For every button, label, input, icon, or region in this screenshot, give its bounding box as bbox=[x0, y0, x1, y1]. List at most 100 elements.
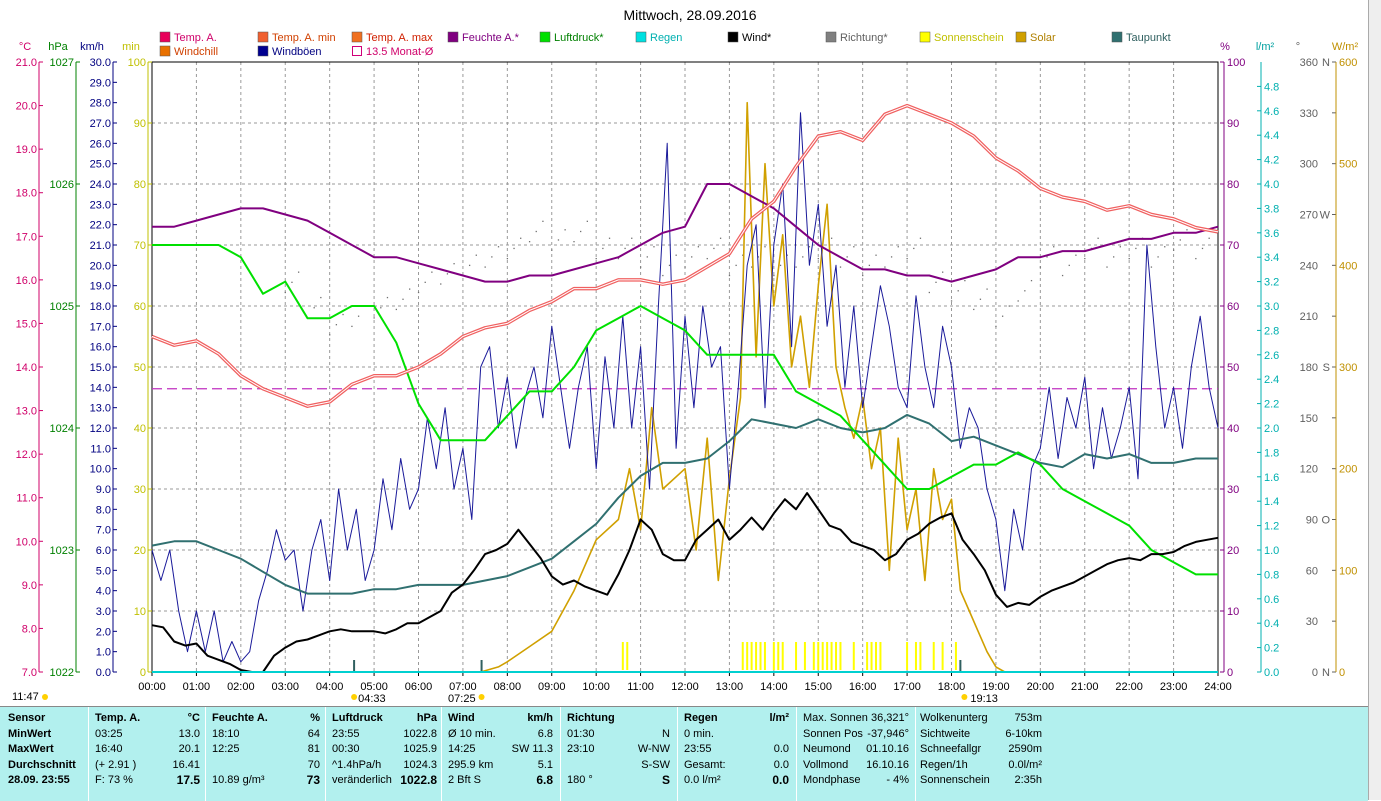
rain-axis-tick-label: 1.4 bbox=[1264, 496, 1279, 508]
direction-axis-tick-label: 240 bbox=[1300, 260, 1318, 272]
legend-swatch bbox=[919, 31, 931, 43]
wind-axis-tick-label: 21.0 bbox=[90, 240, 111, 252]
wind-axis-tick-label: 2.0 bbox=[96, 626, 111, 638]
x-tick-label: 20:00 bbox=[1027, 681, 1055, 693]
direction-point bbox=[580, 230, 582, 233]
direction-point bbox=[497, 246, 500, 248]
legend-label: Solar bbox=[1030, 32, 1056, 44]
direction-point bbox=[1061, 274, 1064, 277]
sunshine-bar bbox=[830, 642, 833, 670]
direction-point bbox=[1195, 257, 1197, 260]
direction-point bbox=[786, 254, 788, 256]
druck-column: Luftdruck hPa 23:55 1022.8 00:30 1025.9 ^1.4hP… bbox=[332, 711, 437, 789]
x-tick-label: 00:00 bbox=[138, 681, 166, 693]
astro1-label: Vollmond bbox=[803, 758, 849, 771]
direction-point bbox=[839, 266, 842, 268]
direction-point bbox=[942, 271, 944, 273]
direction-axis-tick-label: 180 bbox=[1300, 362, 1318, 374]
temperature-line-inner bbox=[151, 105, 1219, 407]
druck-row-label: veränderlich bbox=[332, 774, 392, 786]
legend-label: Temp. A. min bbox=[272, 32, 336, 44]
direction-point bbox=[779, 264, 782, 267]
direction-point bbox=[1157, 256, 1159, 258]
druck-row-value: 1024.3 bbox=[403, 758, 437, 771]
regen-header: Regen l/m² bbox=[684, 711, 789, 727]
temp-row: 03:25 13.0 bbox=[95, 727, 200, 743]
direction-point bbox=[906, 257, 908, 260]
sunshine-bar bbox=[821, 642, 824, 670]
sunshine-bar bbox=[803, 642, 806, 670]
wind-axis-tick-label: 7.0 bbox=[96, 525, 111, 537]
regen-row-label: Gesamt: bbox=[684, 758, 726, 771]
richtung-row-value: S bbox=[661, 773, 670, 787]
direction-point bbox=[409, 288, 411, 290]
direction-point bbox=[1017, 300, 1019, 302]
direction-point bbox=[928, 291, 930, 294]
rain-axis-tick-label: 2.6 bbox=[1264, 350, 1279, 362]
feuchte-row-label: 18:10 bbox=[212, 727, 240, 740]
axis-header-rain: l/m² bbox=[1256, 41, 1275, 53]
rain-axis-tick-label: 0.6 bbox=[1264, 594, 1279, 606]
richtung-row: S-SW bbox=[567, 758, 670, 774]
temp-header: Temp. A. °C bbox=[95, 711, 200, 727]
direction-point bbox=[808, 246, 811, 248]
feuchte-header-label: Feuchte A. bbox=[212, 712, 268, 724]
wind-axis-tick-label: 18.0 bbox=[90, 301, 111, 313]
stats-panel: Sensor MinWert MaxWert Durchschnitt 28.0… bbox=[0, 706, 1368, 801]
x-tick-label: 21:00 bbox=[1071, 681, 1099, 693]
direction-point bbox=[1024, 290, 1026, 292]
sunshine-bar bbox=[919, 642, 922, 670]
x-tick-label: 16:00 bbox=[849, 681, 877, 693]
direction-point bbox=[875, 254, 877, 256]
direction-axis-tick-label: 90 bbox=[1306, 515, 1318, 527]
legend-label: Sonnenschein bbox=[934, 32, 1004, 44]
x-tick-label: 13:00 bbox=[716, 681, 744, 693]
astro2-value: 753m bbox=[1014, 712, 1042, 724]
temp-axis-tick-label: 12.0 bbox=[16, 449, 37, 461]
direction-point bbox=[564, 229, 566, 231]
sunshine-bar bbox=[763, 642, 766, 670]
direction-point bbox=[513, 247, 515, 250]
direction-point bbox=[713, 247, 715, 250]
direction-point bbox=[1208, 237, 1210, 239]
rain-axis-tick-label: 2.8 bbox=[1264, 325, 1279, 337]
moonrise-icon bbox=[351, 694, 358, 700]
direction-point bbox=[862, 274, 864, 277]
direction-point bbox=[913, 247, 915, 250]
feuchte-row-value: 70 bbox=[307, 758, 320, 771]
rain-axis-tick-label: 3.0 bbox=[1264, 301, 1279, 313]
direction-point bbox=[751, 266, 753, 268]
rain-axis-tick-label: 4.0 bbox=[1264, 179, 1279, 191]
astro2-label: Sonnenschein bbox=[920, 774, 990, 786]
direction-point bbox=[1008, 305, 1010, 307]
druck-row-label: ^1.4hPa/h bbox=[332, 758, 382, 771]
humidity-axis-tick-label: 20 bbox=[1227, 545, 1239, 557]
humidity-axis-tick-label: 70 bbox=[1227, 240, 1239, 252]
rain-axis-tick-label: 1.8 bbox=[1264, 447, 1279, 459]
solar-axis-tick-label: 0 bbox=[1339, 667, 1345, 679]
min-axis-tick-label: 100 bbox=[128, 57, 146, 69]
x-tick-label: 11:00 bbox=[627, 681, 654, 693]
direction-point bbox=[335, 324, 338, 326]
sunshine-bar bbox=[772, 642, 775, 670]
wind-axis-tick-label: 29.0 bbox=[90, 77, 111, 89]
temp-row: (+ 2.91 ) 16.41 bbox=[95, 758, 200, 774]
regen-row-label: 0 min. bbox=[684, 727, 714, 740]
legend-swatch bbox=[257, 31, 269, 43]
richtung-row-label: 180 ° bbox=[567, 774, 593, 786]
richtung-row-label: 23:10 bbox=[567, 743, 595, 755]
direction-point bbox=[979, 298, 982, 300]
temp-axis-tick-label: 15.0 bbox=[16, 318, 37, 330]
direction-point bbox=[1097, 237, 1099, 239]
astro1-row: Neumond 01.10.16 bbox=[803, 742, 909, 758]
astro1-row: Mondphase - 4% bbox=[803, 773, 909, 789]
axis-header-hpa: hPa bbox=[48, 41, 68, 53]
feuchte-row-label: 10.89 g/m³ bbox=[212, 774, 265, 786]
astro2-value: 6-10km bbox=[1005, 727, 1042, 740]
astro2-label: Regen/1h bbox=[920, 758, 968, 771]
direction-point bbox=[468, 264, 471, 267]
direction-point bbox=[973, 308, 975, 311]
axis-header-kmh: km/h bbox=[80, 41, 104, 53]
druck-header-label: Luftdruck bbox=[332, 712, 383, 724]
feuchte-unit: % bbox=[310, 712, 320, 724]
